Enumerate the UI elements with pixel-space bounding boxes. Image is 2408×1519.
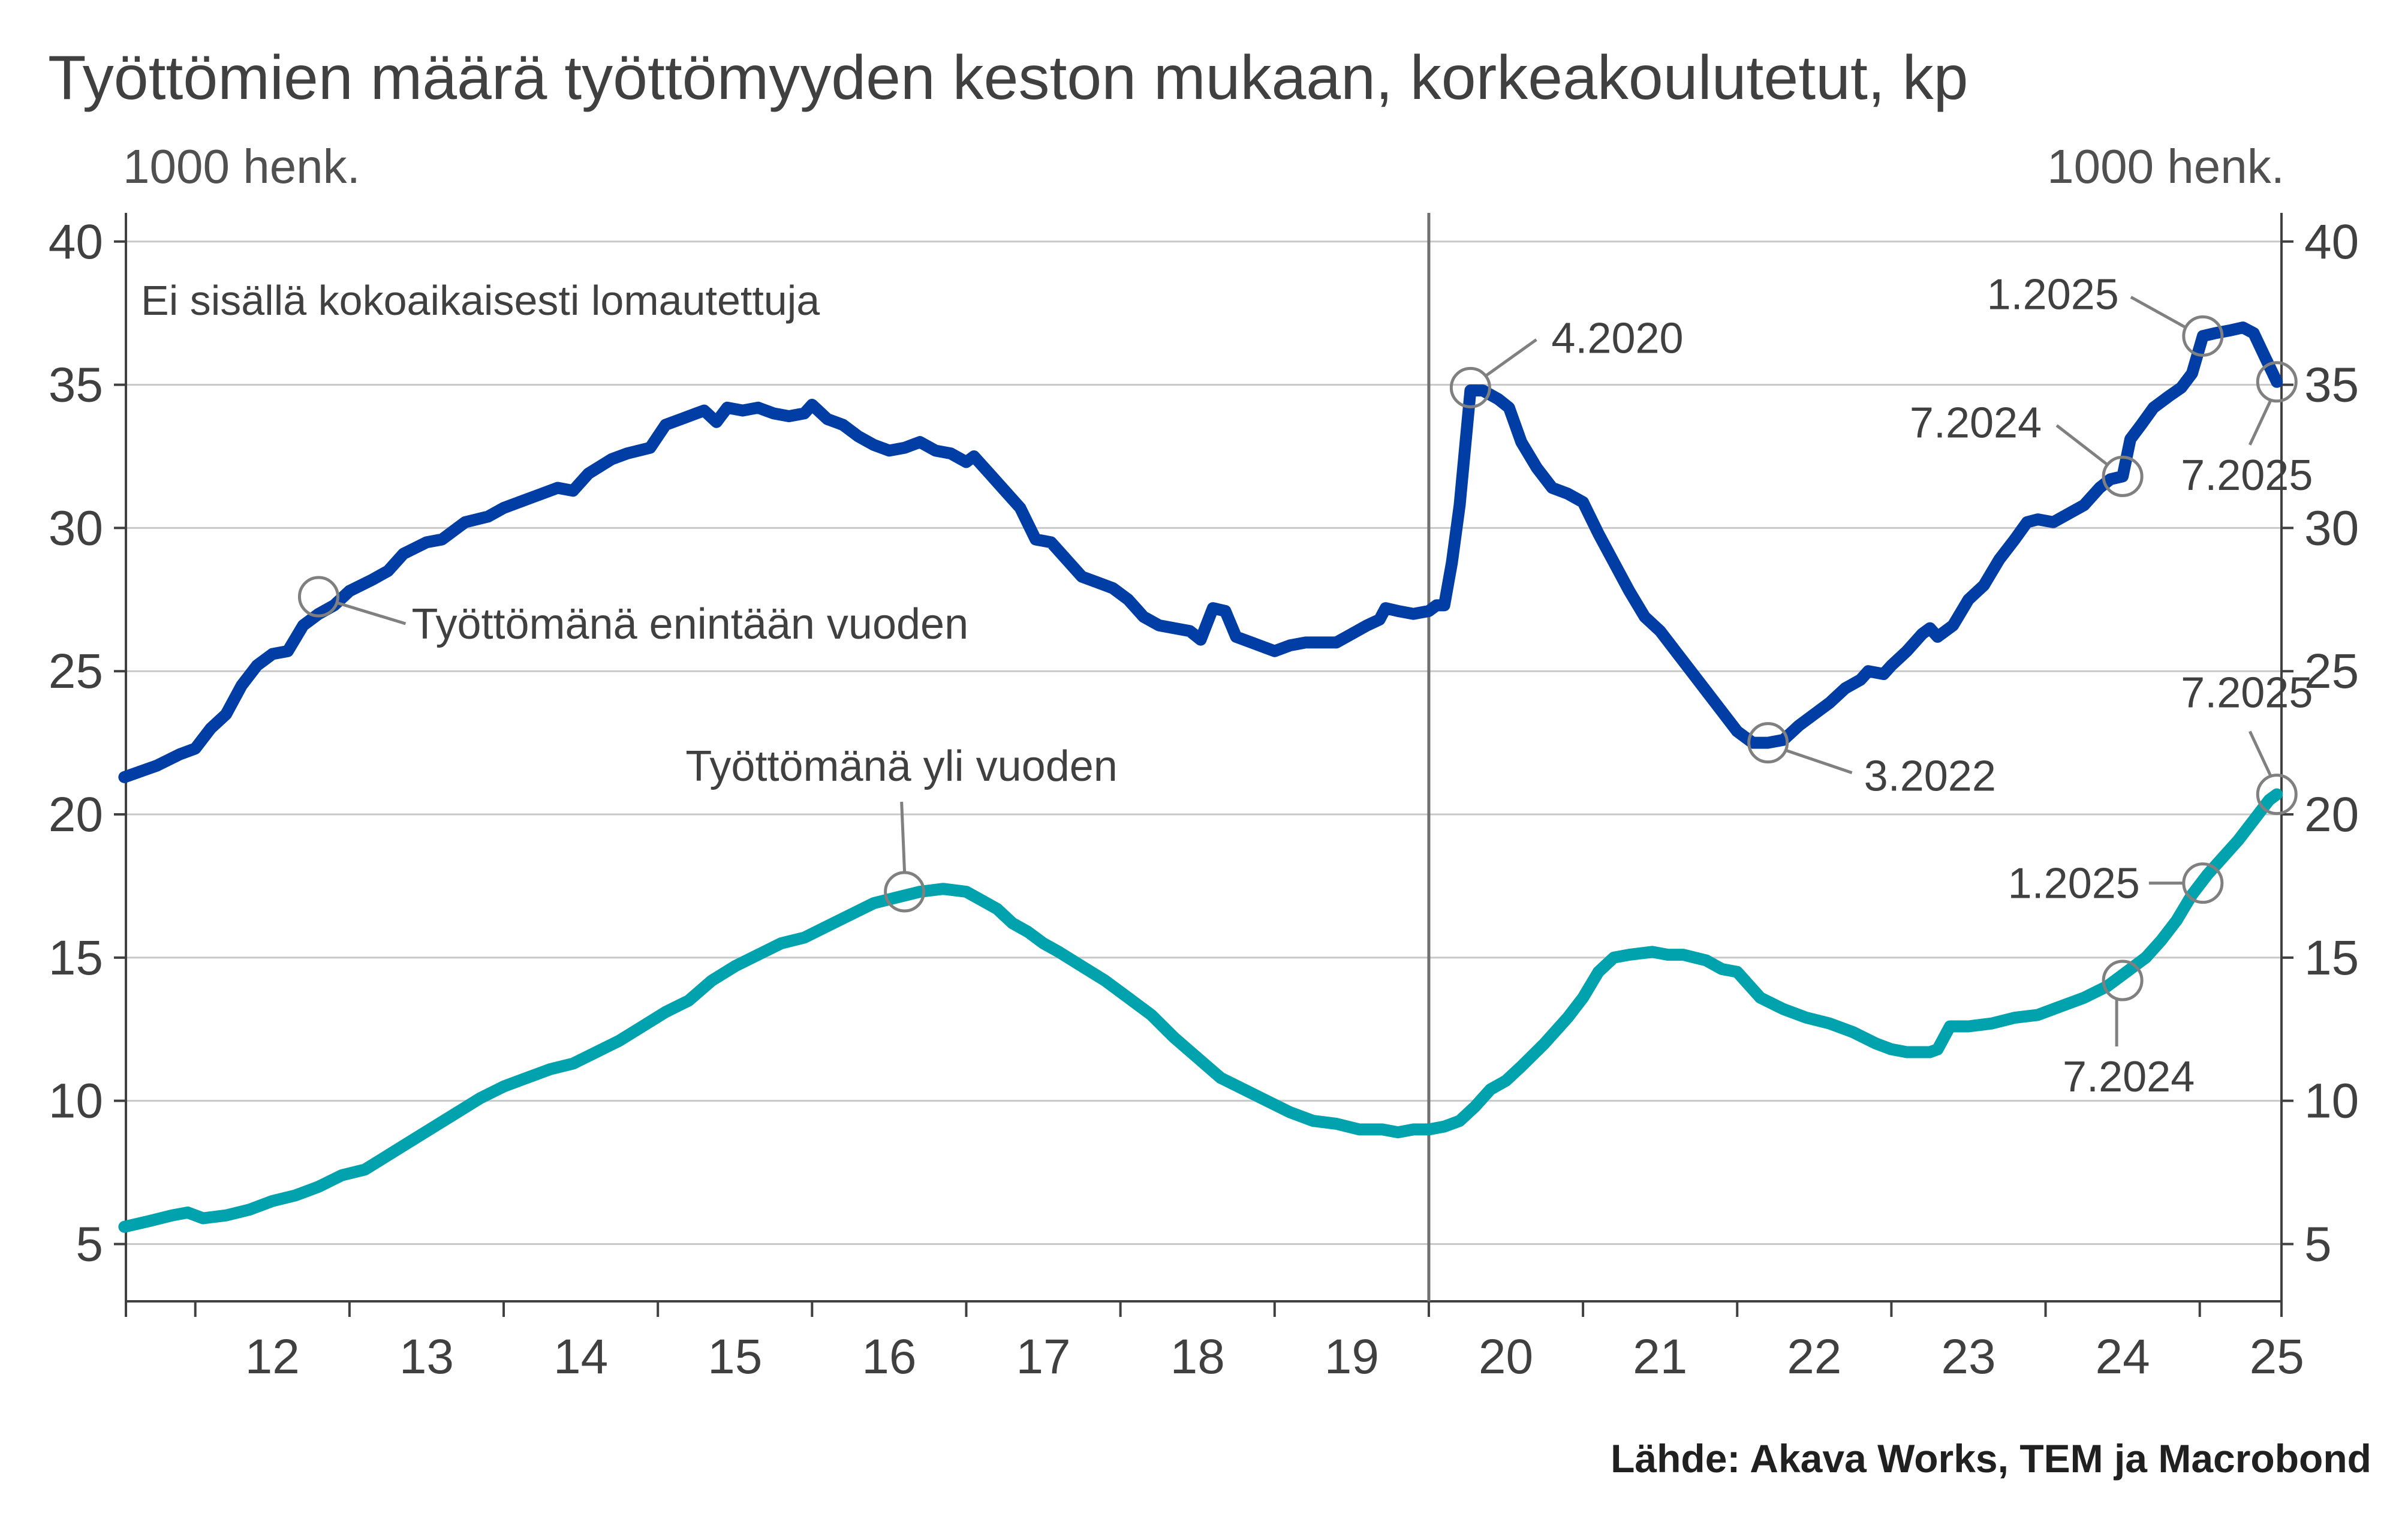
series [118, 321, 2283, 1233]
y-tick-label-right: 35 [2304, 358, 2359, 413]
annotation-leader [1784, 748, 1853, 774]
x-tick-label: 23 [1941, 1329, 1995, 1384]
annotation-leader [2249, 399, 2272, 446]
y-tick-label-left: 10 [49, 1074, 103, 1129]
y-tick-label-left: 25 [49, 644, 103, 699]
annotation-leader [2055, 424, 2108, 466]
x-tick-label: 13 [399, 1329, 454, 1384]
y-tick-label-right: 40 [2304, 215, 2359, 269]
annotation-label: 4.2020 [1551, 314, 1683, 362]
annotation-label: Työttömänä yli vuoden [685, 742, 1117, 790]
annotation-marker [2182, 315, 2224, 357]
x-tick-label: 17 [1016, 1329, 1070, 1384]
x-tick-label: 22 [1787, 1329, 1841, 1384]
annotation-label: 7.2024 [1910, 399, 2042, 447]
annotation-label: 1.2025 [2008, 860, 2140, 908]
annotation-label: 7.2025 [2181, 669, 2313, 717]
x-tick-label: 20 [1479, 1329, 1533, 1384]
annotation-label: 7.2024 [2063, 1053, 2195, 1101]
y-axis-unit-right: 1000 henk. [2047, 140, 2284, 193]
y-tick-label-right: 15 [2304, 931, 2359, 985]
y-tick-label-left: 5 [76, 1217, 103, 1271]
x-tick-label: 19 [1325, 1329, 1379, 1384]
axes [114, 213, 2293, 1317]
annotation-label: 7.2025 [2181, 452, 2313, 500]
annotation-marker [297, 576, 339, 618]
x-tick-labels: 12 13 14 15 16 17 18 19 20 21 22 23 24 25 [245, 1329, 2304, 1384]
x-tick-label: 15 [708, 1329, 762, 1384]
annotation-marker [2102, 959, 2144, 1001]
chart-title: Työttömien määrä työttömyyden keston muk… [48, 43, 1968, 113]
y-tick-label-left: 15 [49, 931, 103, 985]
chart-note: Ei sisällä kokoaikaisesti lomautettuja [141, 277, 820, 324]
y-tick-label-left: 20 [49, 787, 103, 842]
annotation-leader [2130, 296, 2187, 329]
series-line-2 [118, 788, 2283, 1233]
y-tick-label-right: 25 [2304, 644, 2359, 699]
y-tick-label-left: 40 [49, 215, 103, 269]
annotation-label: Työttömänä enintään vuoden [411, 600, 968, 648]
series-line-1 [118, 321, 2283, 783]
annotation-marker [2256, 361, 2298, 403]
grid [126, 240, 2281, 1245]
y-tick-label-right: 5 [2304, 1217, 2332, 1271]
annotation-label: 1.2025 [1987, 270, 2119, 318]
x-tick-label: 24 [2096, 1329, 2150, 1384]
annotation-leader [336, 601, 407, 625]
y-tick-label-left: 30 [49, 501, 103, 555]
annotation-marker [2256, 774, 2298, 816]
x-tick-label: 21 [1633, 1329, 1687, 1384]
x-tick-label: 12 [245, 1329, 300, 1384]
y-tick-label-right: 30 [2304, 501, 2359, 555]
annotation-label: 3.2022 [1864, 753, 1996, 801]
x-tick-label: 16 [862, 1329, 916, 1384]
source-note: Lähde: Akava Works, TEM ja Macrobond [1611, 1436, 2371, 1481]
y-axis-unit-left: 1000 henk. [123, 140, 360, 193]
annotation-marker [1449, 366, 1491, 408]
annotations: Työttömänä enintään vuoden Työttömänä yli… [297, 270, 2313, 1101]
annotation-leader [900, 801, 907, 873]
annotation-marker [1747, 722, 1789, 764]
y-tick-label-right: 20 [2304, 787, 2359, 842]
annotation-leader [2249, 730, 2272, 777]
annotation-leader [1485, 338, 1537, 377]
y-tick-label-right: 10 [2304, 1074, 2359, 1129]
annotation-marker [2102, 455, 2144, 497]
y-tick-label-left: 35 [49, 358, 103, 413]
x-tick-label: 14 [553, 1329, 608, 1384]
x-tick-label: 18 [1170, 1329, 1225, 1384]
y-tick-labels: 5 5 10 10 15 15 20 20 25 25 30 30 35 35 40 40 [49, 215, 2359, 1272]
x-tick-label: 25 [2250, 1329, 2304, 1384]
